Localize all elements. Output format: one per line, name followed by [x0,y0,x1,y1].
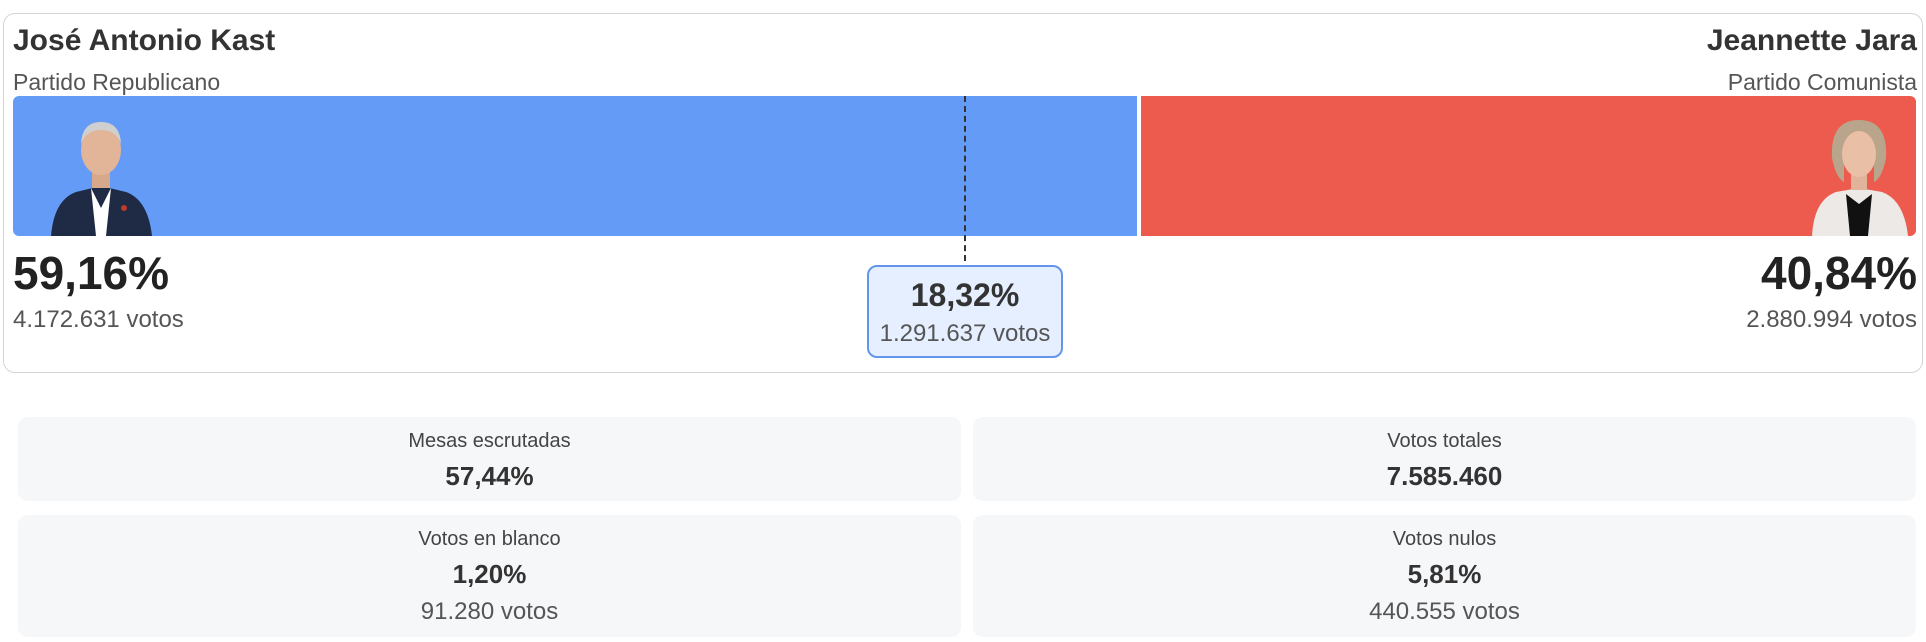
difference-badge: 18,32% 1.291.637 votos [867,265,1063,358]
stat-label: Mesas escrutadas [408,430,571,452]
stat-votos-blanco: Votos en blanco 1,20% 91.280 votos [18,515,961,637]
stat-votos-nulos: Votos nulos 5,81% 440.555 votos [973,515,1916,637]
candidate-a-photo [51,122,152,236]
stat-sub: 440.555 votos [1369,598,1520,625]
stat-value: 5,81% [1407,559,1482,589]
stat-mesas-escrutadas: Mesas escrutadas 57,44% [18,417,961,501]
candidate-a-percent: 59,16% [13,247,170,299]
candidate-b-party: Partido Comunista [1727,69,1917,95]
candidate-b-bar [1141,96,1916,236]
stat-votos-totales: Votos totales 7.585.460 [973,417,1916,501]
majority-line [964,96,966,261]
stat-value: 1,20% [452,559,527,589]
candidate-b-photo [1812,120,1908,236]
candidate-b-votes: 2.880.994 votos [1746,306,1917,333]
stat-label: Votos nulos [1392,528,1497,550]
stat-sub: 91.280 votos [420,598,559,625]
candidate-b-percent: 40,84% [1760,247,1917,299]
candidate-a-party: Partido Republicano [13,69,221,95]
difference-percent: 18,32% [910,277,1020,313]
candidate-a-name: José Antonio Kast [13,24,276,57]
candidate-b-name: Jeannette Jara [1706,24,1917,57]
difference-votes: 1.291.637 votos [879,320,1051,347]
stat-value: 57,44% [445,461,534,491]
candidate-a-bar [13,96,1137,236]
candidate-a-votes: 4.172.631 votos [13,306,184,333]
stat-value: 7.585.460 [1386,461,1503,491]
stat-label: Votos en blanco [418,528,561,550]
stat-label: Votos totales [1387,430,1502,452]
